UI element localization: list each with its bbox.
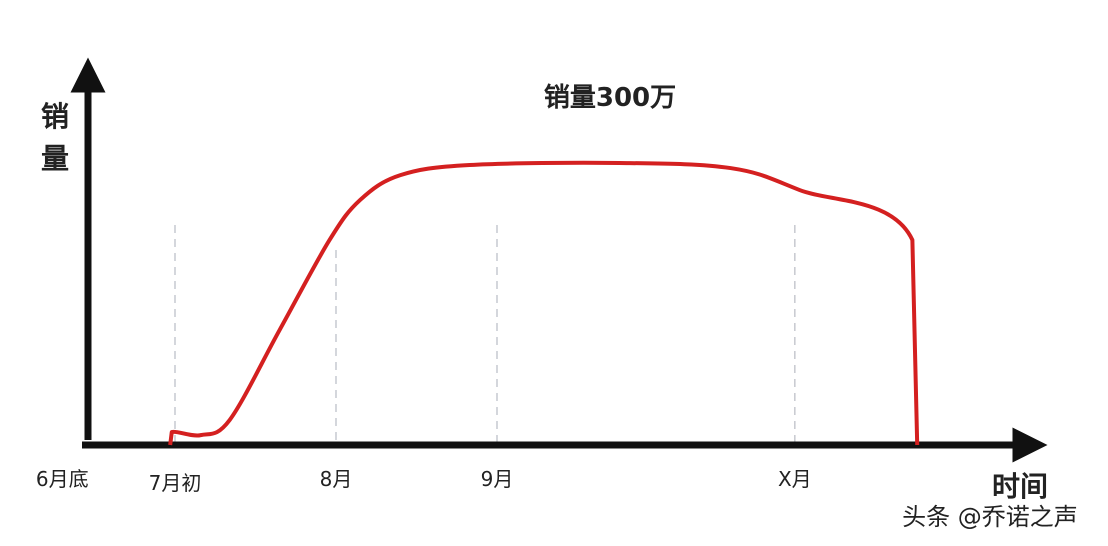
sales-curve xyxy=(168,160,920,446)
y-axis-label-2: 量 xyxy=(41,142,69,175)
x-tick-label: 7月初 xyxy=(149,471,202,495)
x-tick-label: 9月 xyxy=(481,467,514,491)
chart-title: 销量300万 xyxy=(544,83,676,113)
x-tick-label: X月 xyxy=(778,467,812,491)
x-tick-label: 8月 xyxy=(320,467,353,491)
y-axis-label-1: 销 xyxy=(41,100,69,133)
x-axis-label: 时间 xyxy=(992,470,1048,503)
x-tick-label: 6月底 xyxy=(36,467,89,491)
watermark: 头条 @乔诺之声 xyxy=(902,503,1078,531)
